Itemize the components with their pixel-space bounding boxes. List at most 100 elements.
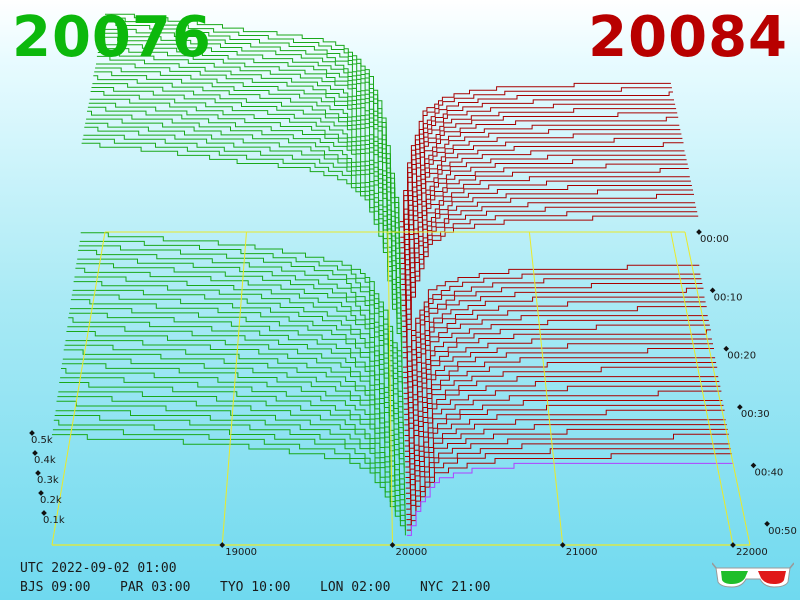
grid-left-edge: [51, 231, 106, 546]
grid-right-edge: [684, 231, 751, 546]
bid-depth-line-34: [74, 276, 404, 400]
ask-depth-line-19: [402, 180, 691, 322]
ask-depth-line-35: [403, 315, 708, 410]
price-tick-label-0: 19000: [225, 547, 257, 558]
ask-depth-line-59: [406, 462, 733, 536]
ask-depth-line-2: [400, 91, 673, 233]
time-tick-mark-5: [764, 520, 770, 527]
ask-depth-line-57: [406, 448, 731, 526]
ask-depth-line-27: [403, 264, 700, 368]
bid-depth-line-27: [80, 232, 403, 363]
ask-depth-line-32: [403, 296, 705, 394]
price-tick-mark-0: [219, 542, 226, 548]
bid-depth-line-59: [52, 434, 406, 536]
ask-depth-line-38: [404, 329, 711, 426]
bid-depth-line-0: [105, 13, 400, 222]
ask-depth-line-31: [403, 287, 704, 389]
ask-depth-line-1: [399, 87, 672, 228]
bid-depth-line-48: [61, 363, 405, 473]
ask-depth-line-48: [405, 390, 722, 478]
bid-depth-line-41: [68, 317, 404, 437]
time-tick-mark-3: [737, 404, 743, 410]
bid-depth-line-25: [82, 138, 402, 353]
bid-depth-line-18: [88, 102, 402, 316]
bid-depth-line-23: [84, 126, 402, 343]
bid-depth-line-50: [60, 377, 405, 489]
bid-depth-line-42: [67, 326, 404, 442]
bid-depth-line-7: [98, 48, 400, 259]
ask-depth-line-13: [401, 150, 685, 291]
ask-depth-line-41: [404, 348, 714, 442]
time-tick-mark-1: [709, 287, 716, 294]
ask-depth-line-12: [401, 142, 684, 285]
ask-depth-line-29: [403, 278, 702, 379]
ask-depth-line-9: [400, 129, 681, 270]
ask-depth-line-23: [402, 202, 696, 343]
ask-depth-line-58: [406, 453, 732, 531]
bid-depth-line-30: [78, 249, 403, 379]
time-tick-mark-0: [696, 229, 702, 235]
bid-depth-line-46: [63, 349, 405, 463]
ask-depth-line-30: [403, 283, 703, 384]
price-tick-mark-2: [559, 542, 566, 548]
bid-depth-line-21: [86, 118, 402, 332]
bid-depth-line-20: [87, 110, 402, 327]
grid-price-line-1: [387, 231, 393, 546]
ask-depth-line-22: [402, 193, 694, 338]
ask-depth-line-37: [404, 324, 710, 421]
ask-depth-line-21: [402, 189, 693, 333]
ask-depth-line-46: [405, 381, 720, 468]
ask-depth-line-8: [400, 124, 680, 264]
time-tick-mark-2: [723, 345, 730, 352]
bid-depth-line-3: [102, 28, 400, 238]
ask-depth-line-4: [400, 103, 676, 244]
bid-depth-line-49: [61, 368, 405, 479]
grid-price-line-2: [528, 231, 564, 546]
price-tick-label-1: 20000: [395, 547, 427, 558]
3d-glasses-icon[interactable]: [712, 560, 794, 590]
ask-depth-line-34: [403, 306, 707, 405]
bid-depth-line-16: [90, 91, 401, 306]
red-lens: [758, 571, 786, 584]
bid-depth-line-2: [103, 21, 400, 233]
ask-depth-line-14: [401, 154, 686, 296]
volume-tick-label-1: 0.2k: [40, 495, 62, 506]
bid-depth-line-17: [89, 98, 402, 311]
price-tick-mark-3: [730, 542, 736, 548]
ask-depth-line-10: [401, 133, 682, 275]
clock-lon: LON 02:00: [320, 580, 391, 595]
time-tick-label-3: 00:30: [741, 409, 770, 420]
bid-depth-line-54: [56, 400, 406, 510]
bid-depth-line-39: [70, 308, 404, 426]
bid-depth-line-13: [93, 75, 401, 290]
ask-depth-line-33: [403, 301, 706, 400]
time-tick-label-2: 00:20: [727, 351, 756, 362]
ask-depth-line-0: [399, 82, 671, 223]
ask-depth-line-18: [401, 176, 690, 317]
grid-lines: [51, 231, 751, 546]
ask-depth-line-16: [401, 163, 688, 306]
bid-depth-line-32: [76, 263, 403, 390]
price-tick-label-3: 22000: [736, 547, 768, 558]
bid-depth-line-4: [101, 32, 400, 243]
time-tick-label-5: 00:50: [768, 526, 797, 537]
ask-depth-line-53: [406, 424, 727, 505]
ask-depth-line-17: [401, 168, 689, 312]
grid-price-line-0: [221, 231, 247, 546]
bid-depth-line-12: [94, 71, 401, 285]
bid-depth-line-37: [71, 294, 404, 416]
clock-nyc: NYC 21:00: [420, 580, 491, 595]
volume-tick-label-3: 0.4k: [34, 455, 56, 466]
bid-depth-line-45: [64, 344, 405, 458]
green-lens: [721, 571, 748, 584]
ask-depth-line-36: [404, 319, 709, 415]
time-tick-label-0: 00:00: [700, 234, 729, 245]
bid-depth-line-19: [87, 106, 402, 322]
volume-tick-label-4: 0.5k: [31, 435, 53, 446]
bid-depth-line-52: [58, 391, 406, 499]
ask-depth-lines: [399, 82, 733, 536]
bid-depth-line-24: [83, 134, 402, 348]
price-tick-label-2: 21000: [566, 547, 598, 558]
ask-depth-line-26: [402, 215, 699, 359]
